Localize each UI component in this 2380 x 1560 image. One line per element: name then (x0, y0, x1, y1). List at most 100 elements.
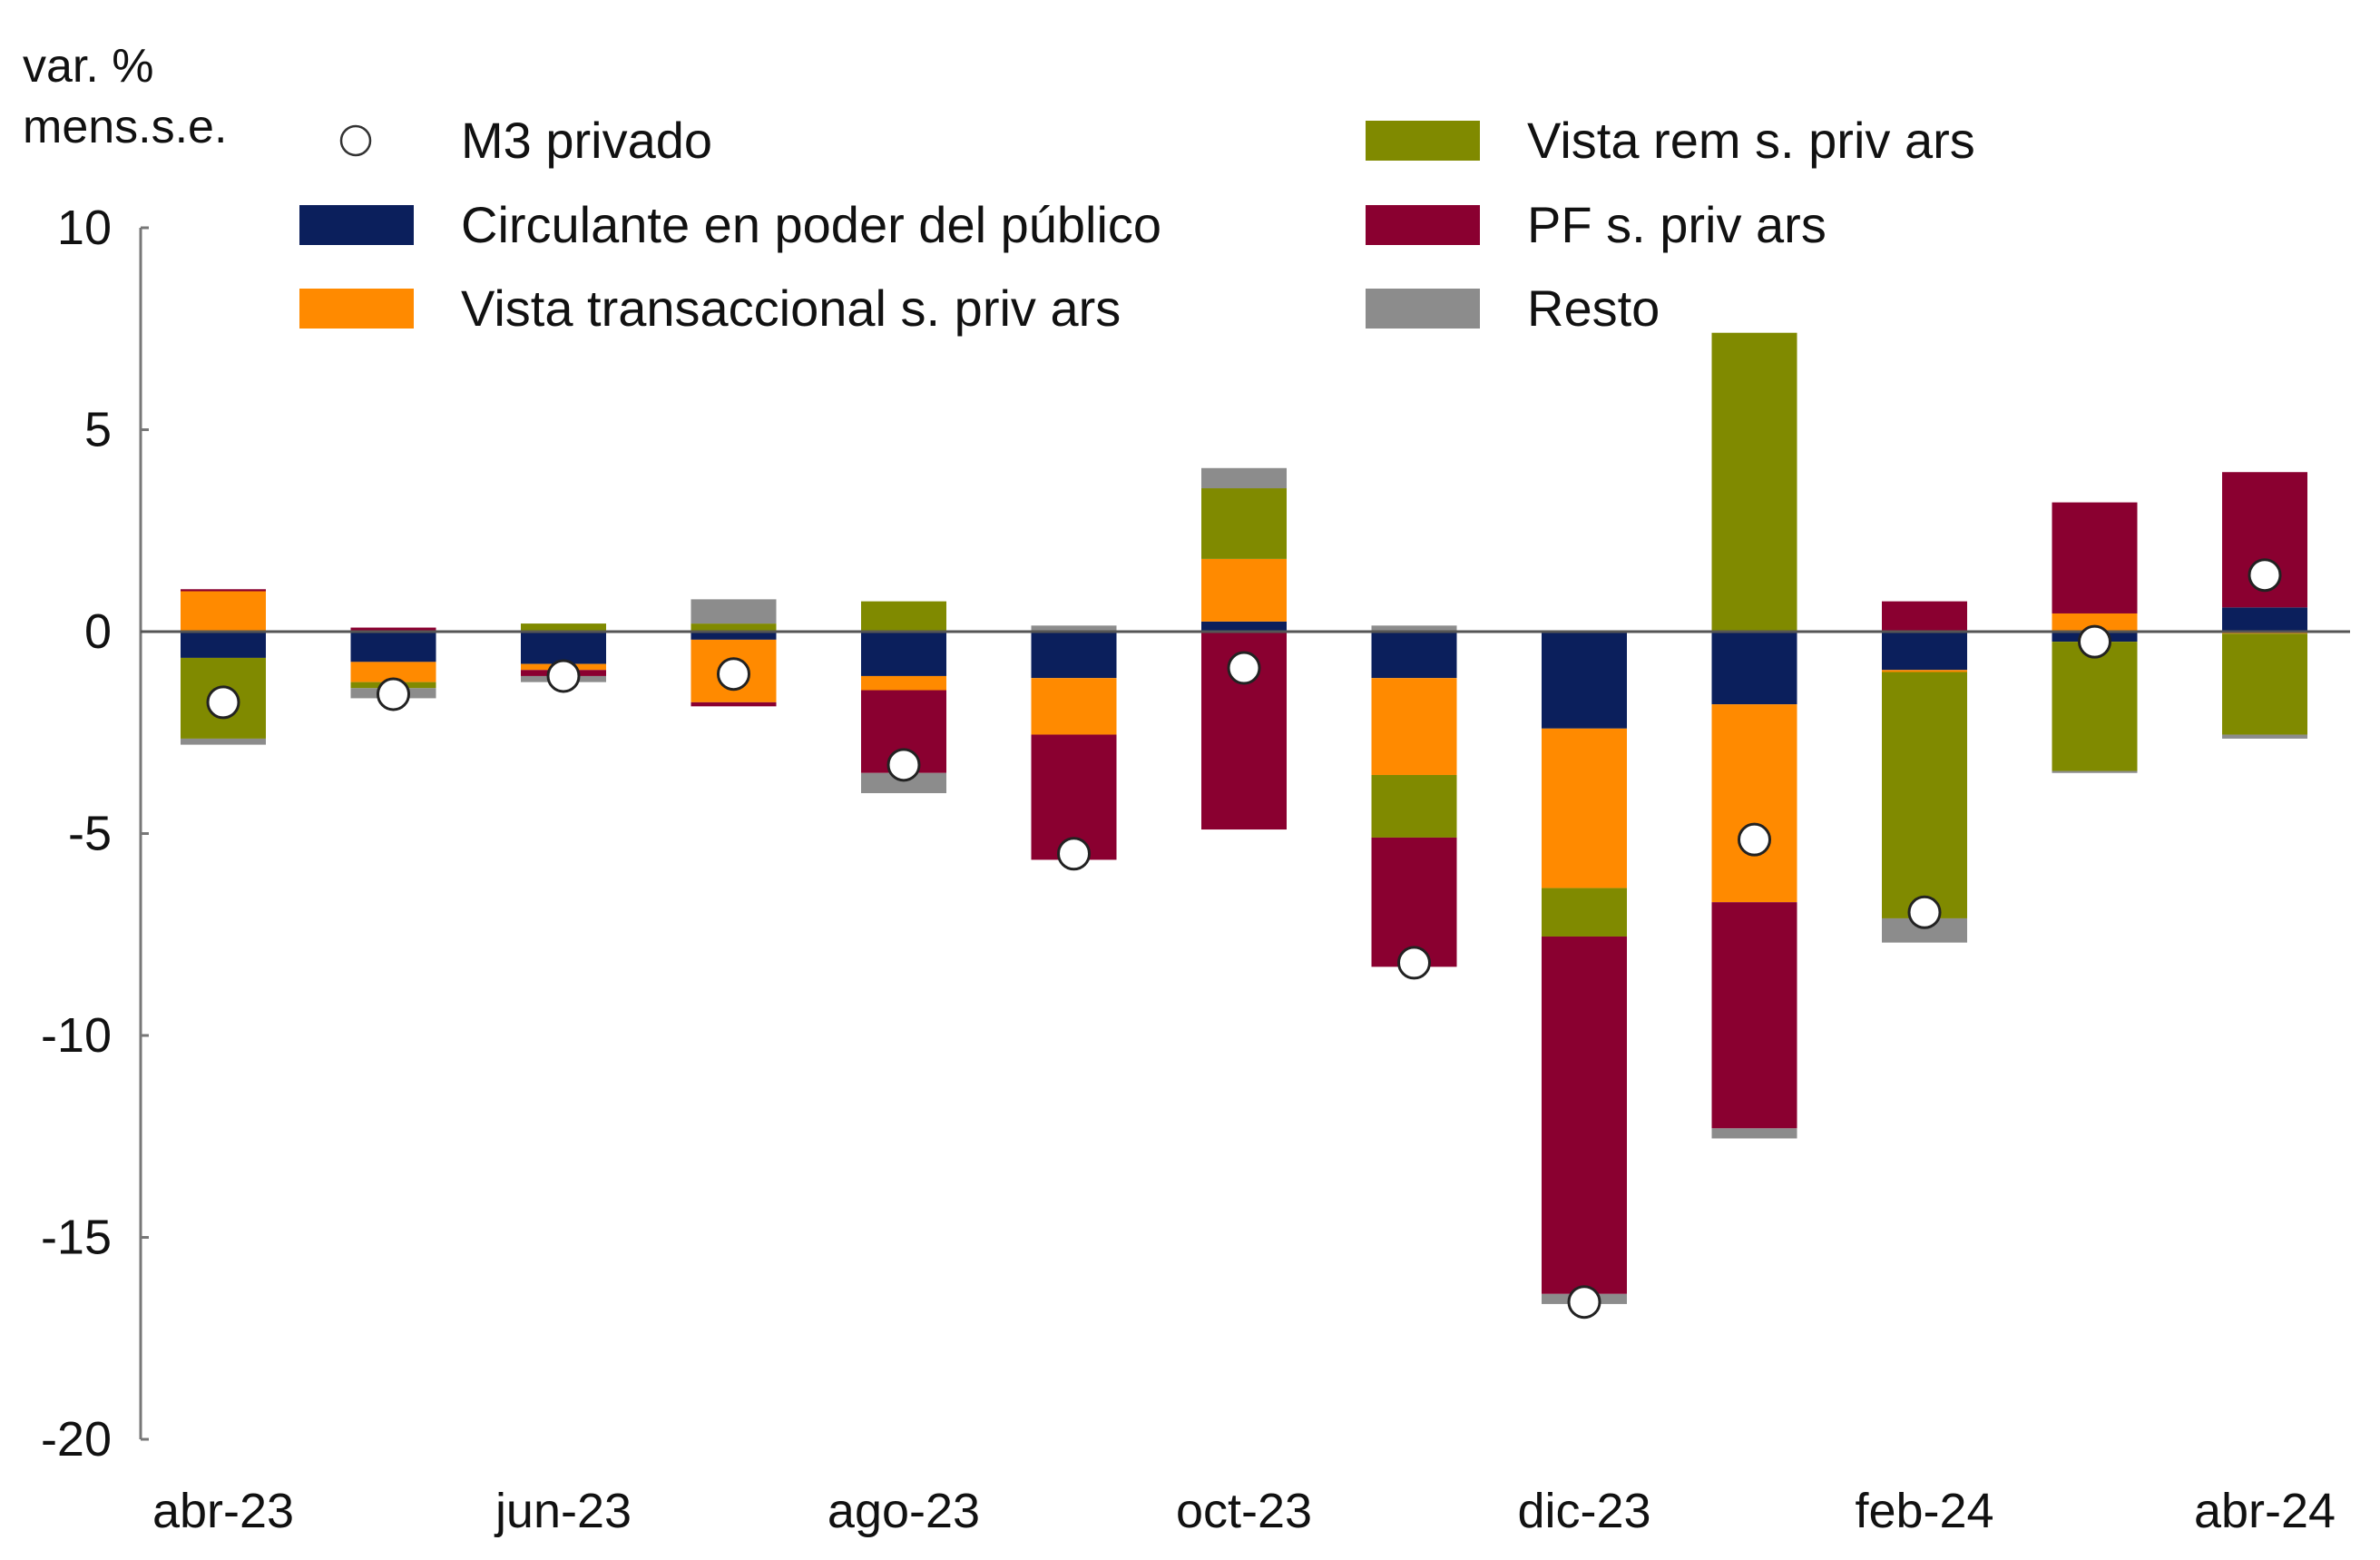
legend-swatch (299, 289, 414, 329)
bar-segment-vista-rem-s-priv-ars (690, 623, 777, 632)
m3-privado-point (717, 657, 750, 692)
legend-item-resto: Resto (1366, 280, 1660, 337)
m3-privado-point (1738, 822, 1771, 857)
bar-segment-vista-rem-s-priv-ars (521, 623, 606, 632)
bar-segment-vista-transaccional-s-priv-ars (1031, 678, 1117, 735)
bar-segment-vista-transaccional-s-priv-ars (1542, 728, 1627, 888)
legend-label: Vista transaccional s. priv ars (461, 280, 1121, 337)
bar-segment-vista-transaccional-s-priv-ars (1711, 704, 1797, 903)
m3-privado-point (1907, 895, 1942, 929)
m3-privado-point (1227, 651, 1261, 685)
m3-privado-point (1567, 1285, 1601, 1320)
bar-segment-vista-transaccional-s-priv-ars (181, 591, 266, 632)
x-tick-label: feb-24 (1855, 1484, 1993, 1538)
x-tick-label: oct-23 (1176, 1484, 1312, 1538)
y-tick-label: 5 (84, 403, 112, 457)
m3-privado-point (1397, 946, 1431, 980)
bar-segment-vista-rem-s-priv-ars (1711, 332, 1797, 632)
bar-segment-circulante-en-poder-del-p-blico (1031, 632, 1117, 679)
m3-privado-point (886, 748, 921, 782)
bar-segment-vista-rem-s-priv-ars (1882, 672, 1967, 918)
bar-segment-circulante-en-poder-del-p-blico (1711, 632, 1797, 705)
legend-label: Circulante en poder del público (461, 196, 1161, 253)
bar-segment-vista-rem-s-priv-ars (1371, 774, 1457, 838)
bar-stack-sep-23 (1031, 625, 1117, 860)
bar-stack-feb-24 (1882, 601, 1967, 943)
legend-swatch (1366, 205, 1480, 245)
y-tick-label: -20 (41, 1412, 112, 1467)
bar-segment-resto (690, 599, 777, 624)
legend-swatch (1366, 289, 1480, 329)
legend-circle-marker (339, 124, 372, 157)
bar-stack-abr-24 (2222, 472, 2307, 739)
bar-segment-resto (1031, 625, 1117, 632)
x-tick-label: jun-23 (494, 1484, 632, 1538)
bar-stack-abr-23 (181, 589, 266, 745)
bar-segment-resto (2052, 770, 2138, 773)
bar-segment-circulante-en-poder-del-p-blico (1542, 632, 1627, 729)
bar-segment-resto (861, 772, 946, 793)
bar-segment-circulante-en-poder-del-p-blico (861, 632, 946, 676)
bars (181, 332, 2307, 1304)
bar-stack-ene-24 (1711, 332, 1797, 1139)
bar-segment-circulante-en-poder-del-p-blico (2222, 607, 2307, 632)
bar-segment-circulante-en-poder-del-p-blico (690, 632, 777, 640)
m3-privado-point (2248, 558, 2282, 593)
bar-segment-pf-s-priv-ars (2052, 502, 2138, 613)
legend-label: Vista rem s. priv ars (1527, 112, 1975, 169)
bar-segment-vista-rem-s-priv-ars (1542, 888, 1627, 937)
x-tick-label: abr-23 (152, 1484, 294, 1538)
bar-segment-vista-transaccional-s-priv-ars (2052, 613, 2138, 632)
bar-segment-circulante-en-poder-del-p-blico (1882, 632, 1967, 671)
x-axis: abr-23 jun-23 ago-23 oct-23 dic-23 feb-24 abr-… (152, 1484, 2336, 1538)
bar-segment-vista-transaccional-s-priv-ars (861, 675, 946, 691)
y-tick-label: -15 (41, 1211, 112, 1265)
bar-segment-resto (1201, 467, 1287, 489)
bar-segment-resto (2222, 734, 2307, 739)
m3-privado-point (377, 677, 410, 711)
bar-segment-pf-s-priv-ars (181, 589, 266, 592)
m3-privado-point (546, 659, 581, 693)
bar-segment-vista-rem-s-priv-ars (2052, 642, 2138, 771)
bar-stack-oct-23 (1201, 467, 1287, 830)
bar-segment-resto (1711, 1128, 1797, 1139)
m3-markers (206, 558, 2282, 1320)
y-tick-label: -10 (41, 1008, 112, 1063)
legend-item-vista-rem-s-priv-ars: Vista rem s. priv ars (1366, 112, 1975, 169)
y-axis-unit-label: var. % mens.s.e. (23, 40, 227, 153)
legend-swatch (299, 205, 414, 245)
x-tick-label: ago-23 (828, 1484, 980, 1538)
bar-segment-pf-s-priv-ars (1711, 902, 1797, 1129)
bar-segment-pf-s-priv-ars (350, 627, 436, 632)
y-tick-label: 10 (57, 201, 112, 255)
legend-label: Resto (1527, 280, 1660, 337)
bar-segment-vista-rem-s-priv-ars (1201, 488, 1287, 559)
bar-segment-resto (181, 738, 266, 745)
legend-item-vista-transaccional-s-priv-ars: Vista transaccional s. priv ars (299, 280, 1121, 337)
bar-segment-pf-s-priv-ars (1542, 936, 1627, 1294)
legend-label: M3 privado (461, 112, 712, 169)
bar-segment-pf-s-priv-ars (690, 702, 777, 707)
legend-item-pf-s-priv-ars: PF s. priv ars (1366, 196, 1827, 253)
bar-segment-circulante-en-poder-del-p-blico (1371, 632, 1457, 679)
y-unit-line-2: mens.s.e. (23, 101, 227, 153)
bar-segment-vista-rem-s-priv-ars (2222, 633, 2307, 735)
legend-item-m3-privado: M3 privado (339, 112, 712, 169)
bar-stack-dic-23 (1542, 632, 1627, 1304)
y-tick-label: 0 (84, 604, 112, 659)
bar-segment-circulante-en-poder-del-p-blico (181, 632, 266, 658)
bar-segment-pf-s-priv-ars (1882, 601, 1967, 632)
bar-segment-pf-s-priv-ars (1371, 837, 1457, 967)
bar-segment-resto (1371, 625, 1457, 632)
m3-privado-point (1057, 837, 1091, 871)
bar-segment-circulante-en-poder-del-p-blico (1201, 621, 1287, 632)
y-unit-line-1: var. % (23, 40, 154, 93)
y-axis: 10 5 0 -5 -10 -15 -20 (41, 201, 149, 1467)
bar-stack-ago-23 (861, 601, 946, 793)
bar-segment-vista-transaccional-s-priv-ars (350, 662, 436, 682)
bar-segment-vista-rem-s-priv-ars (861, 601, 946, 632)
x-tick-label: dic-23 (1517, 1484, 1650, 1538)
m3-privado-point (206, 685, 240, 720)
bar-segment-vista-transaccional-s-priv-ars (1371, 678, 1457, 775)
